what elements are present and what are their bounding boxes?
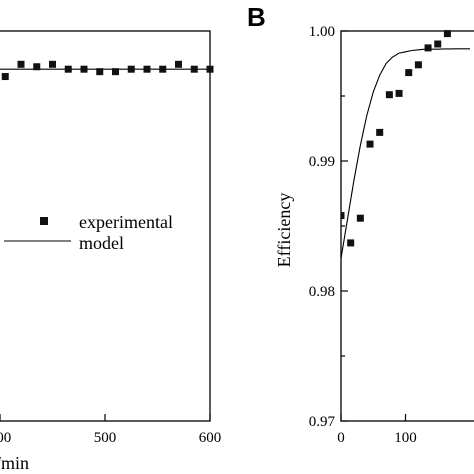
panel-a-x-axis-title: /min bbox=[0, 453, 29, 473]
panel-a-axes-frame bbox=[0, 30, 211, 422]
data-point-experimental bbox=[190, 65, 198, 73]
panel-b-axes-frame bbox=[340, 30, 474, 422]
data-point-experimental bbox=[159, 65, 167, 73]
x-tick-label: 100 bbox=[394, 430, 417, 446]
data-point-experimental bbox=[49, 60, 56, 68]
panel-b-y-axis-title: Efficiency bbox=[274, 193, 294, 268]
data-point-experimental bbox=[175, 60, 182, 68]
legend-experimental-label: experimental bbox=[79, 212, 173, 232]
data-point-experimental bbox=[33, 63, 41, 71]
data-point-experimental bbox=[443, 30, 451, 38]
data-point-experimental bbox=[96, 68, 104, 76]
y-tick-label: 0.97 bbox=[309, 414, 336, 430]
x-tick-label: 400 bbox=[0, 430, 11, 446]
panel-a-legend: experimental model bbox=[4, 212, 173, 253]
x-tick-label: 600 bbox=[199, 430, 222, 446]
data-point-experimental bbox=[112, 68, 119, 76]
panel-b-letter: B bbox=[247, 2, 266, 32]
legend-model-label: model bbox=[79, 233, 124, 253]
data-point-experimental bbox=[17, 60, 25, 68]
x-tick-label: 0 bbox=[337, 430, 345, 446]
y-tick-label: 0.99 bbox=[309, 154, 335, 170]
data-point-experimental bbox=[347, 239, 355, 247]
panel-b-plot: 0 100 0.97 0.98 0.99 1.00 bbox=[309, 24, 474, 446]
x-tick-label: 500 bbox=[94, 430, 117, 446]
data-point-experimental bbox=[80, 65, 88, 73]
data-point-experimental bbox=[143, 65, 151, 73]
plot-area bbox=[0, 60, 214, 81]
panel-a-plot: 400 500 600 bbox=[0, 30, 222, 446]
data-point-experimental bbox=[395, 89, 403, 97]
data-point-experimental bbox=[206, 65, 214, 73]
data-point-experimental bbox=[64, 65, 72, 73]
y-tick-label: 0.98 bbox=[309, 284, 335, 300]
y-tick-label: 1.00 bbox=[309, 24, 335, 40]
data-point-experimental bbox=[424, 44, 432, 52]
data-point-experimental bbox=[366, 140, 374, 148]
data-point-experimental bbox=[341, 212, 345, 220]
data-point-experimental bbox=[376, 128, 384, 136]
data-point-experimental bbox=[385, 91, 393, 99]
legend-experimental-marker bbox=[40, 217, 48, 225]
data-point-experimental bbox=[405, 69, 413, 77]
data-point-experimental bbox=[1, 73, 9, 81]
data-point-experimental bbox=[414, 61, 422, 69]
series-line-model bbox=[341, 48, 470, 259]
data-point-experimental bbox=[127, 65, 135, 73]
data-point-experimental bbox=[434, 40, 442, 48]
data-point-experimental bbox=[356, 214, 364, 222]
plot-area bbox=[341, 30, 470, 259]
